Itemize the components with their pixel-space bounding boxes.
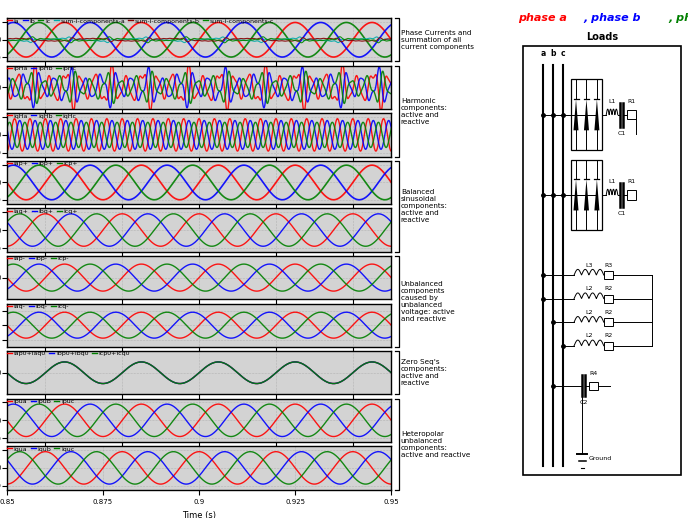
Text: , phase c: , phase c <box>669 13 688 23</box>
Legend: ipHa, ipHb, ipHc: ipHa, ipHb, ipHc <box>7 66 76 71</box>
Bar <box>604 271 613 279</box>
Text: L1: L1 <box>608 99 616 104</box>
Bar <box>604 342 613 350</box>
Text: R2: R2 <box>604 286 612 291</box>
Legend: iqHa, iqHb, iqHc: iqHa, iqHb, iqHc <box>7 113 76 119</box>
Legend: iqua, iqub, iquc: iqua, iqub, iquc <box>7 447 74 452</box>
Text: Heteropolar
unbalanced
components:
active and reactive: Heteropolar unbalanced components: activ… <box>401 430 470 457</box>
Text: Balanced
sinusoidal
components:
active and
reactive: Balanced sinusoidal components: active a… <box>401 189 448 223</box>
Polygon shape <box>594 99 599 131</box>
Text: C1: C1 <box>618 131 626 136</box>
Text: Loads: Loads <box>586 32 619 42</box>
Bar <box>571 160 602 230</box>
Legend: iaq+, ibq+, icq+: iaq+, ibq+, icq+ <box>7 208 78 214</box>
Text: Unbalanced
components
caused by
unbalanced
voltage: active
and reactive: Unbalanced components caused by unbalanc… <box>401 281 455 322</box>
Text: R1: R1 <box>627 99 636 104</box>
Legend: iap+, ibp+, icp+: iap+, ibp+, icp+ <box>7 161 78 166</box>
Legend: iaq-, ibq-, icq-: iaq-, ibq-, icq- <box>7 304 69 309</box>
Bar <box>571 79 602 150</box>
Bar <box>589 382 598 390</box>
Text: R1: R1 <box>627 179 636 184</box>
Text: a: a <box>540 49 546 58</box>
X-axis label: Time (s): Time (s) <box>182 511 216 518</box>
Text: , phase b: , phase b <box>584 13 641 23</box>
Legend: iap-, ibp-, icp-: iap-, ibp-, icp- <box>7 256 69 262</box>
Polygon shape <box>594 179 599 210</box>
Bar <box>604 295 613 303</box>
Text: R2: R2 <box>604 333 612 338</box>
Text: Harmonic
components:
active and
reactive: Harmonic components: active and reactive <box>401 97 448 125</box>
Polygon shape <box>574 179 579 210</box>
Text: L2: L2 <box>585 310 592 315</box>
Text: C1: C1 <box>618 211 626 215</box>
Bar <box>627 190 636 199</box>
Text: L2: L2 <box>585 286 592 291</box>
Text: L3: L3 <box>585 263 592 268</box>
Legend: iap0+iaq0, ibp0+ibq0, icp0+icq0: iap0+iaq0, ibp0+ibq0, icp0+icq0 <box>7 351 130 356</box>
Text: R3: R3 <box>604 263 612 268</box>
Text: b: b <box>550 49 555 58</box>
Legend: ia, ib, ic, sum-i-components-a, sum-i-components-b, sum-i-components-c: ia, ib, ic, sum-i-components-a, sum-i-co… <box>7 18 275 23</box>
Text: L2: L2 <box>585 333 592 338</box>
Text: R2: R2 <box>604 310 612 315</box>
Polygon shape <box>584 99 589 131</box>
Bar <box>627 110 636 120</box>
Text: R4: R4 <box>590 371 598 377</box>
Text: phase a: phase a <box>519 13 568 23</box>
Text: Ground: Ground <box>589 456 612 462</box>
Text: Phase Currents and
summation of all
current components: Phase Currents and summation of all curr… <box>401 30 474 50</box>
Text: C2: C2 <box>579 400 588 405</box>
Legend: ipua, ipub, ipuc: ipua, ipub, ipuc <box>7 399 74 404</box>
Polygon shape <box>574 99 579 131</box>
Polygon shape <box>584 179 589 210</box>
Text: c: c <box>560 49 565 58</box>
Text: L1: L1 <box>608 179 616 184</box>
Bar <box>604 318 613 326</box>
Text: Zero Seq's
components:
active and
reactive: Zero Seq's components: active and reacti… <box>401 359 448 386</box>
